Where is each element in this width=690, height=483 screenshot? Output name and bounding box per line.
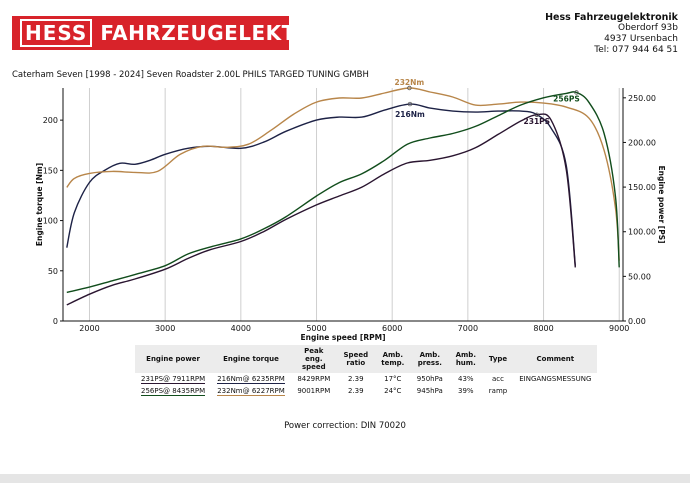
- peak-marker: [407, 85, 412, 91]
- company-city: 4937 Ursenbach: [604, 34, 678, 44]
- cell-comment: EINGANGSMESSUNG: [519, 375, 592, 383]
- peak-marker: [407, 101, 413, 107]
- y2-tick-label: 250.00: [628, 94, 656, 103]
- th-engine-torque: Engine torque: [211, 345, 291, 373]
- cell-power: 256PS@ 8435RPM: [135, 385, 211, 397]
- cell-comment: [513, 385, 597, 397]
- company-address: Hess Fahrzeugelektronik Oberdorf 93b 493…: [545, 12, 678, 56]
- cell-temp: 24°C: [384, 387, 402, 395]
- company-phone: Tel: 077 944 64 51: [594, 45, 678, 55]
- power-correction: Power correction: DIN 70020: [284, 421, 406, 431]
- th-amb-hum: Amb. hum.: [448, 345, 483, 373]
- x-tick-label: 2000: [79, 324, 99, 333]
- company-name: Hess Fahrzeugelektronik: [545, 12, 678, 23]
- cell-power: 231PS@ 7911RPM: [135, 373, 211, 385]
- y-tick-label: 150: [43, 166, 58, 175]
- cell-type: acc: [492, 375, 505, 383]
- cell-torque: 232Nm@ 6227RPM: [211, 385, 291, 397]
- vehicle-description: Caterham Seven [1998 - 2024] Seven Roads…: [12, 70, 369, 80]
- series-line-0: [66, 103, 576, 266]
- th-type: Type: [482, 345, 514, 373]
- y-tick-label: 100: [43, 217, 58, 226]
- x-axis-label: Engine speed [RPM]: [300, 333, 385, 342]
- company-logo: HESS FAHRZEUGELEKTRONIK: [12, 16, 289, 50]
- x-tick-label: 3000: [155, 324, 175, 333]
- y-tick-label: 50: [48, 267, 58, 276]
- bottom-bar: [0, 474, 690, 483]
- y2-tick-label: 50.00: [628, 272, 651, 281]
- peak-label: 231PS: [524, 117, 551, 126]
- x-tick-label: 9000: [609, 324, 629, 333]
- cell-peak: 9001RPM: [297, 387, 331, 395]
- y-axis-label: Engine torque [Nm]: [35, 163, 44, 246]
- y2-tick-label: 150.00: [628, 183, 656, 192]
- logo-hess: HESS: [20, 19, 93, 47]
- y-tick-label: 0: [53, 317, 58, 326]
- th-comment: Comment: [513, 345, 598, 373]
- th-amb-temp: Amb. temp.: [374, 345, 411, 373]
- series-line-2: [66, 113, 576, 306]
- cell-hum: 39%: [458, 387, 474, 395]
- run1-torque: 216Nm@ 6235RPM: [217, 375, 285, 384]
- table-row: 231PS@ 7911RPM 216Nm@ 6235RPM 8429RPM 2.…: [135, 373, 597, 385]
- peak-label: 216Nm: [395, 110, 425, 119]
- y-tick-label: 200: [43, 116, 58, 125]
- peak-marker: [574, 90, 579, 95]
- series-line-1: [66, 87, 620, 261]
- cell-torque: 216Nm@ 6235RPM: [211, 373, 291, 385]
- x-tick-label: 4000: [231, 324, 251, 333]
- x-tick-label: 7000: [458, 324, 478, 333]
- cell-hum: 43%: [458, 375, 474, 383]
- peak-label: 232Nm: [394, 78, 424, 87]
- y2-axis-label: Engine power [PS]: [657, 165, 666, 243]
- cell-temp: 17°C: [384, 375, 402, 383]
- peak-marker: [534, 112, 540, 117]
- run2-power: 256PS@ 8435RPM: [141, 387, 206, 396]
- y2-tick-label: 200.00: [628, 138, 656, 147]
- y2-tick-label: 100.00: [628, 228, 656, 237]
- th-amb-press: Amb. press.: [410, 345, 449, 373]
- results-table-wrap: Engine power Engine torque Peak eng. spe…: [135, 345, 598, 397]
- x-tick-label: 8000: [533, 324, 553, 333]
- x-tick-label: 6000: [382, 324, 402, 333]
- results-table: Engine power Engine torque Peak eng. spe…: [135, 345, 598, 397]
- cell-peak: 8429RPM: [297, 375, 331, 383]
- logo-fahrzeugelektronik: FAHRZEUGELEKTRONIK: [100, 21, 289, 45]
- run1-power: 231PS@ 7911RPM: [141, 375, 206, 384]
- y2-tick-label: 0.00: [628, 317, 646, 326]
- table-header-row: Engine power Engine torque Peak eng. spe…: [135, 345, 598, 373]
- dyno-chart: 2000 3000 4000 5000 6000 7000 8000 9000 0 50 100 15…: [35, 78, 666, 342]
- th-speed-ratio: Speed ratio: [336, 345, 375, 373]
- cell-type: ramp: [488, 387, 508, 395]
- peak-label: 256PS: [553, 94, 580, 103]
- th-peak-speed: Peak eng. speed: [290, 345, 337, 373]
- cell-press: 945hPa: [416, 387, 443, 395]
- table-row: 256PS@ 8435RPM 232Nm@ 6227RPM 9001RPM 2.…: [135, 385, 597, 397]
- cell-ratio: 2.39: [348, 375, 364, 383]
- run2-torque: 232Nm@ 6227RPM: [217, 387, 285, 396]
- company-street: Oberdorf 93b: [618, 23, 678, 33]
- cell-press: 950hPa: [416, 375, 443, 383]
- cell-ratio: 2.39: [348, 387, 364, 395]
- x-tick-label: 5000: [306, 324, 326, 333]
- th-engine-power: Engine power: [135, 345, 212, 373]
